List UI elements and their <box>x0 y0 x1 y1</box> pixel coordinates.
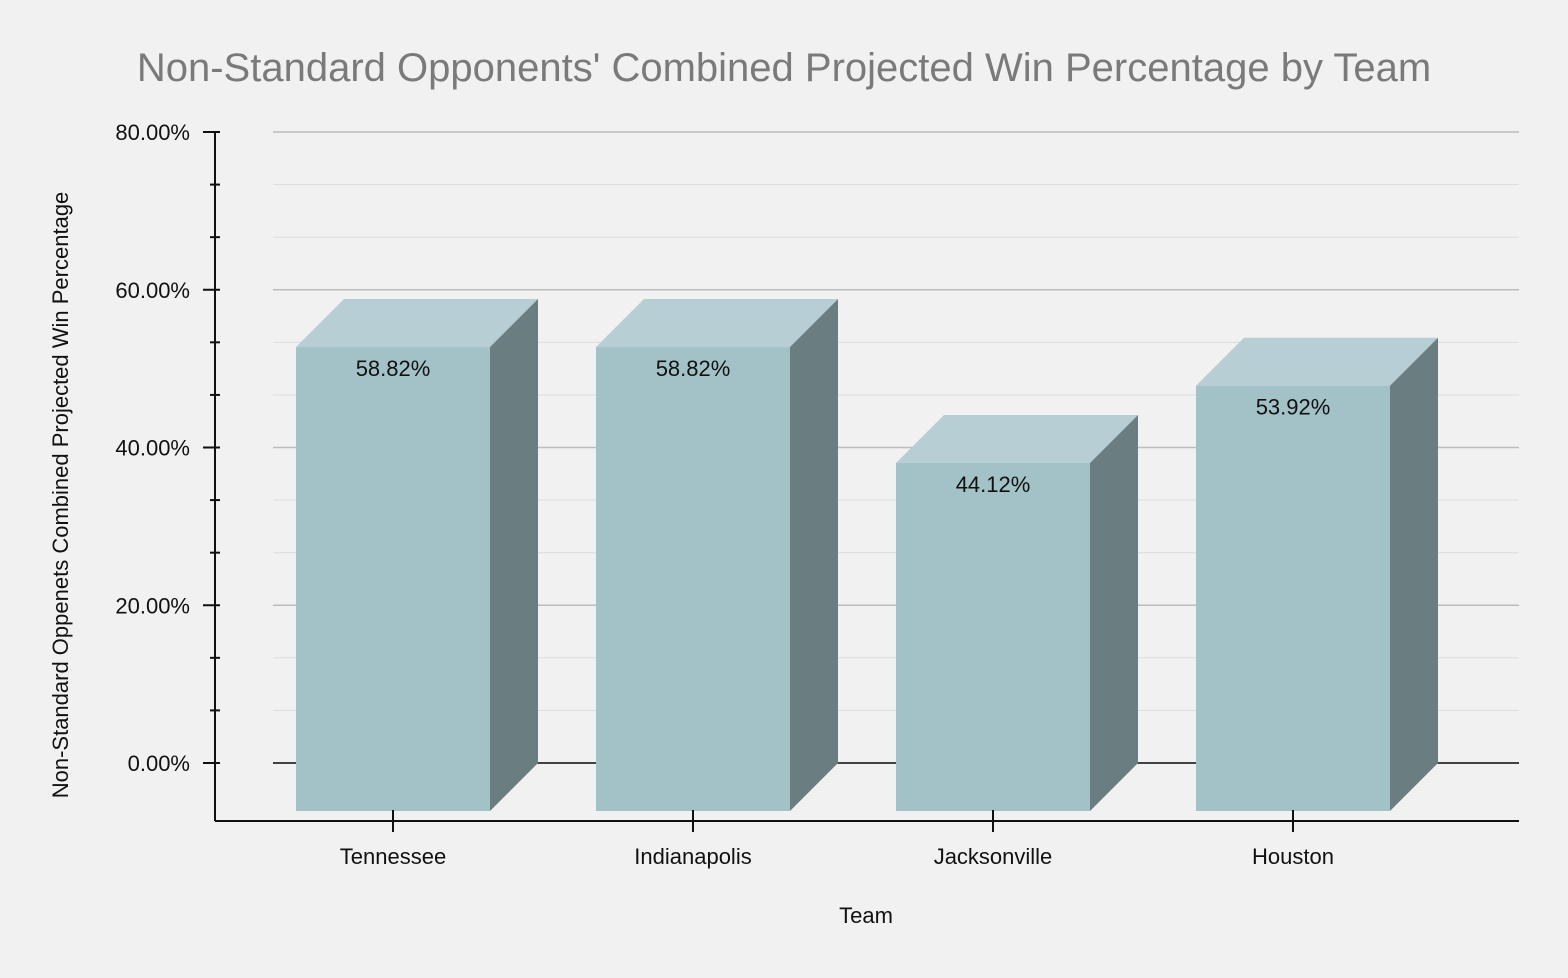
data-label: 58.82% <box>356 356 431 381</box>
bar-side-face <box>1090 415 1138 811</box>
bar-top-face <box>896 415 1138 464</box>
bar-houston: 53.92% <box>1196 337 1438 811</box>
bar-jacksonville: 44.12% <box>896 415 1138 811</box>
y-tick-label: 60.00% <box>115 278 190 303</box>
bar-side-face <box>1390 337 1438 811</box>
y-tick-label: 80.00% <box>115 120 190 145</box>
x-tick-label: Houston <box>1252 844 1334 869</box>
y-axis-title: Non-Standard Oppenets Combined Projected… <box>48 192 73 799</box>
bar-front-face <box>896 463 1090 811</box>
bar-top-face <box>1196 337 1438 386</box>
bar-side-face <box>790 299 838 811</box>
bar-top-face <box>296 299 538 348</box>
bar-top-face <box>596 299 838 348</box>
bar-front-face <box>296 347 490 811</box>
y-tick-label: 20.00% <box>115 593 190 618</box>
x-axis-title: Team <box>839 903 893 928</box>
chart-title: Non-Standard Opponents' Combined Project… <box>137 46 1431 90</box>
y-tick-labels: 0.00% 20.00% 40.00% 60.00% 80.00% <box>115 120 190 776</box>
bar-front-face <box>1196 385 1390 811</box>
bar-front-face <box>596 347 790 811</box>
x-tick-label: Indianapolis <box>634 844 751 869</box>
bars: 58.82% 58.82% 44.12% 53.92% <box>296 299 1438 811</box>
x-tick-label: Jacksonville <box>934 844 1053 869</box>
bar-tennessee: 58.82% <box>296 299 538 811</box>
data-label: 44.12% <box>956 472 1031 497</box>
y-tick-label: 0.00% <box>128 751 190 776</box>
y-tick-label: 40.00% <box>115 436 190 461</box>
data-label: 53.92% <box>1256 395 1331 420</box>
bar-side-face <box>490 299 538 811</box>
x-tick-labels: Tennessee Indianapolis Jacksonville Houston <box>340 844 1334 869</box>
axes <box>203 131 1519 832</box>
bar-indianapolis: 58.82% <box>596 299 838 811</box>
data-label: 58.82% <box>656 356 731 381</box>
x-tick-label: Tennessee <box>340 844 446 869</box>
